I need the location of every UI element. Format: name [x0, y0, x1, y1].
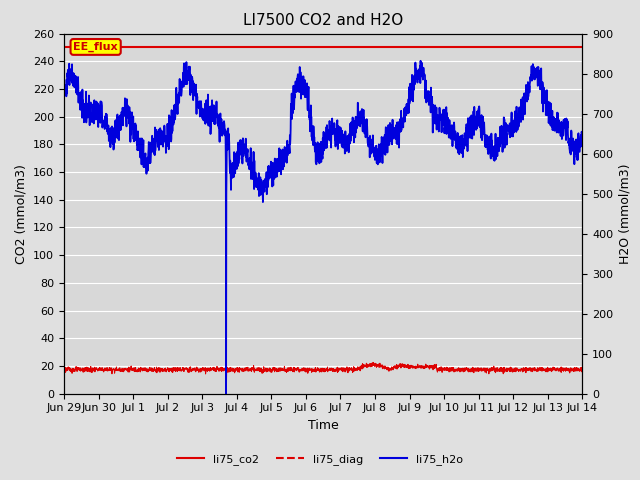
Text: EE_flux: EE_flux — [74, 42, 118, 52]
Title: LI7500 CO2 and H2O: LI7500 CO2 and H2O — [243, 13, 403, 28]
Y-axis label: CO2 (mmol/m3): CO2 (mmol/m3) — [15, 164, 28, 264]
Legend: li75_co2, li75_diag, li75_h2o: li75_co2, li75_diag, li75_h2o — [172, 450, 468, 469]
X-axis label: Time: Time — [308, 419, 339, 432]
Y-axis label: H2O (mmol/m3): H2O (mmol/m3) — [619, 163, 632, 264]
